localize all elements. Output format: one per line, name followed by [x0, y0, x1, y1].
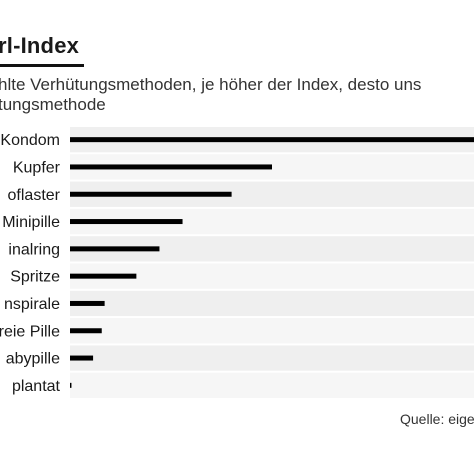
bar — [70, 328, 102, 334]
bar — [70, 219, 183, 225]
row-band — [70, 318, 474, 344]
subtitle-line-1: hlte Verhütungsmethoden, je höher der In… — [0, 75, 422, 94]
bar — [70, 246, 160, 252]
bar — [70, 164, 272, 170]
chart-title: rl-Index — [0, 33, 80, 58]
category-label: oflaster — [8, 187, 61, 204]
category-label: reie Pille — [0, 323, 60, 340]
bar — [70, 300, 105, 306]
bar — [70, 355, 94, 361]
category-label: Kondom — [0, 132, 60, 149]
bar — [70, 137, 474, 143]
row-band — [70, 290, 474, 317]
category-label: nspirale — [4, 296, 60, 313]
chart-subtitle: hlte Verhütungsmethoden, je höher der In… — [0, 75, 474, 115]
title-underline — [0, 64, 84, 67]
row-band — [70, 345, 474, 371]
source-note: Quelle: eige — [400, 411, 474, 427]
bar — [70, 382, 72, 388]
category-label: abypille — [6, 351, 60, 368]
row-band — [70, 263, 474, 289]
bar — [70, 273, 137, 279]
bar — [70, 191, 232, 197]
category-label: Kupfer — [13, 159, 61, 176]
category-label: Minipille — [2, 214, 60, 231]
row-band — [70, 372, 474, 398]
category-label: plantat — [12, 378, 61, 395]
category-label: Spritze — [10, 269, 60, 286]
subtitle-line-2: tungsmethode — [0, 95, 106, 114]
category-label: inalring — [8, 241, 60, 258]
